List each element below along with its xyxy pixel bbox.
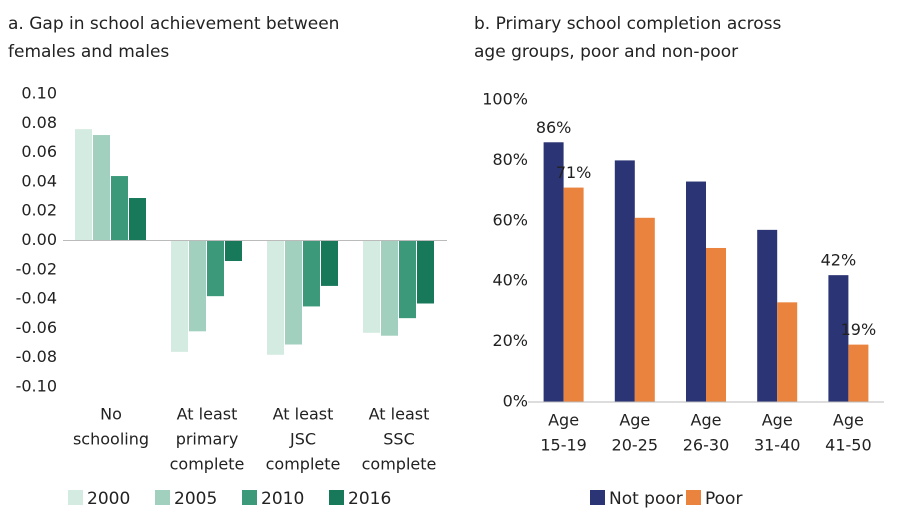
- y-tick-label: 80%: [492, 150, 528, 169]
- bar: [381, 240, 398, 336]
- x-tick-label: 26-30: [683, 436, 730, 455]
- x-tick-label: complete: [266, 455, 341, 474]
- chart-title: age groups, poor and non-poor: [474, 42, 738, 62]
- y-tick-label: -0.10: [16, 377, 57, 396]
- x-tick-label: 20-25: [612, 436, 659, 455]
- y-tick-label: 60%: [492, 210, 528, 229]
- chart-title: b. Primary school completion across: [474, 14, 781, 34]
- x-tick-label: Age: [691, 411, 722, 430]
- legend-label: 2016: [348, 489, 391, 509]
- bar: [321, 240, 338, 286]
- bar: [543, 142, 564, 402]
- bar: [207, 240, 224, 297]
- legend-swatch: [242, 490, 257, 505]
- bar: [111, 176, 128, 241]
- y-tick-label: 0.08: [21, 113, 57, 132]
- bar: [828, 275, 849, 402]
- x-tick-label: Age: [762, 411, 793, 430]
- legend-label: 2010: [261, 489, 304, 509]
- data-label: 71%: [556, 163, 592, 182]
- y-tick-label: 0.06: [21, 142, 57, 161]
- x-tick-label: Age: [548, 411, 579, 430]
- bar: [129, 198, 146, 241]
- x-tick-label: JSC: [289, 430, 316, 449]
- legend-label: 2000: [87, 489, 130, 509]
- bar: [563, 187, 584, 402]
- x-tick-label: 15-19: [540, 436, 587, 455]
- y-tick-label: -0.02: [16, 259, 57, 278]
- bar: [303, 240, 320, 307]
- legend-label: Not poor: [609, 489, 683, 509]
- legend-swatch: [329, 490, 344, 505]
- data-label: 86%: [536, 118, 572, 137]
- bar: [757, 229, 778, 402]
- chart-title: females and males: [8, 42, 169, 62]
- y-tick-label: 100%: [482, 90, 528, 109]
- x-tick-label: No: [100, 405, 122, 424]
- bar: [686, 181, 706, 402]
- x-tick-label: At least: [177, 405, 238, 424]
- bar: [614, 160, 635, 402]
- bar: [848, 344, 869, 402]
- data-label: 42%: [821, 251, 857, 270]
- y-tick-label: -0.04: [16, 289, 57, 308]
- x-tick-label: 41-50: [825, 436, 872, 455]
- bar: [634, 217, 655, 402]
- y-tick-label: -0.08: [16, 347, 57, 366]
- bar: [93, 135, 110, 241]
- x-tick-label: 31-40: [754, 436, 801, 455]
- legend-label: 2005: [174, 489, 217, 509]
- x-tick-label: complete: [362, 455, 437, 474]
- y-tick-label: 0.04: [21, 171, 57, 190]
- legend-swatch: [155, 490, 170, 505]
- data-label: 19%: [841, 320, 877, 339]
- y-tick-label: -0.06: [16, 318, 57, 337]
- bar: [189, 240, 206, 332]
- bar: [417, 240, 434, 304]
- legend-swatch: [590, 490, 605, 505]
- y-tick-label: 0.02: [21, 201, 57, 220]
- legend-swatch: [68, 490, 83, 505]
- bar: [285, 240, 302, 345]
- bar: [706, 247, 726, 402]
- bar: [363, 240, 380, 333]
- bar: [225, 240, 242, 262]
- x-tick-label: SSC: [383, 430, 414, 449]
- bar: [171, 240, 188, 352]
- y-tick-label: 40%: [492, 271, 528, 290]
- x-tick-label: complete: [170, 455, 245, 474]
- bar: [75, 129, 92, 241]
- x-tick-label: At least: [369, 405, 430, 424]
- x-tick-label: Age: [833, 411, 864, 430]
- y-tick-label: 0.00: [21, 230, 57, 249]
- bar: [267, 240, 284, 355]
- x-tick-label: schooling: [73, 430, 149, 449]
- bar: [777, 302, 798, 402]
- chart-title: a. Gap in school achievement between: [8, 14, 339, 34]
- legend-swatch: [686, 490, 701, 505]
- x-tick-label: primary: [176, 430, 239, 449]
- y-tick-label: 20%: [492, 331, 528, 350]
- y-tick-label: 0.10: [21, 84, 57, 103]
- bar: [399, 240, 416, 319]
- y-tick-label: 0%: [503, 392, 528, 411]
- legend-label: Poor: [705, 489, 742, 509]
- x-tick-label: Age: [619, 411, 650, 430]
- x-tick-label: At least: [273, 405, 334, 424]
